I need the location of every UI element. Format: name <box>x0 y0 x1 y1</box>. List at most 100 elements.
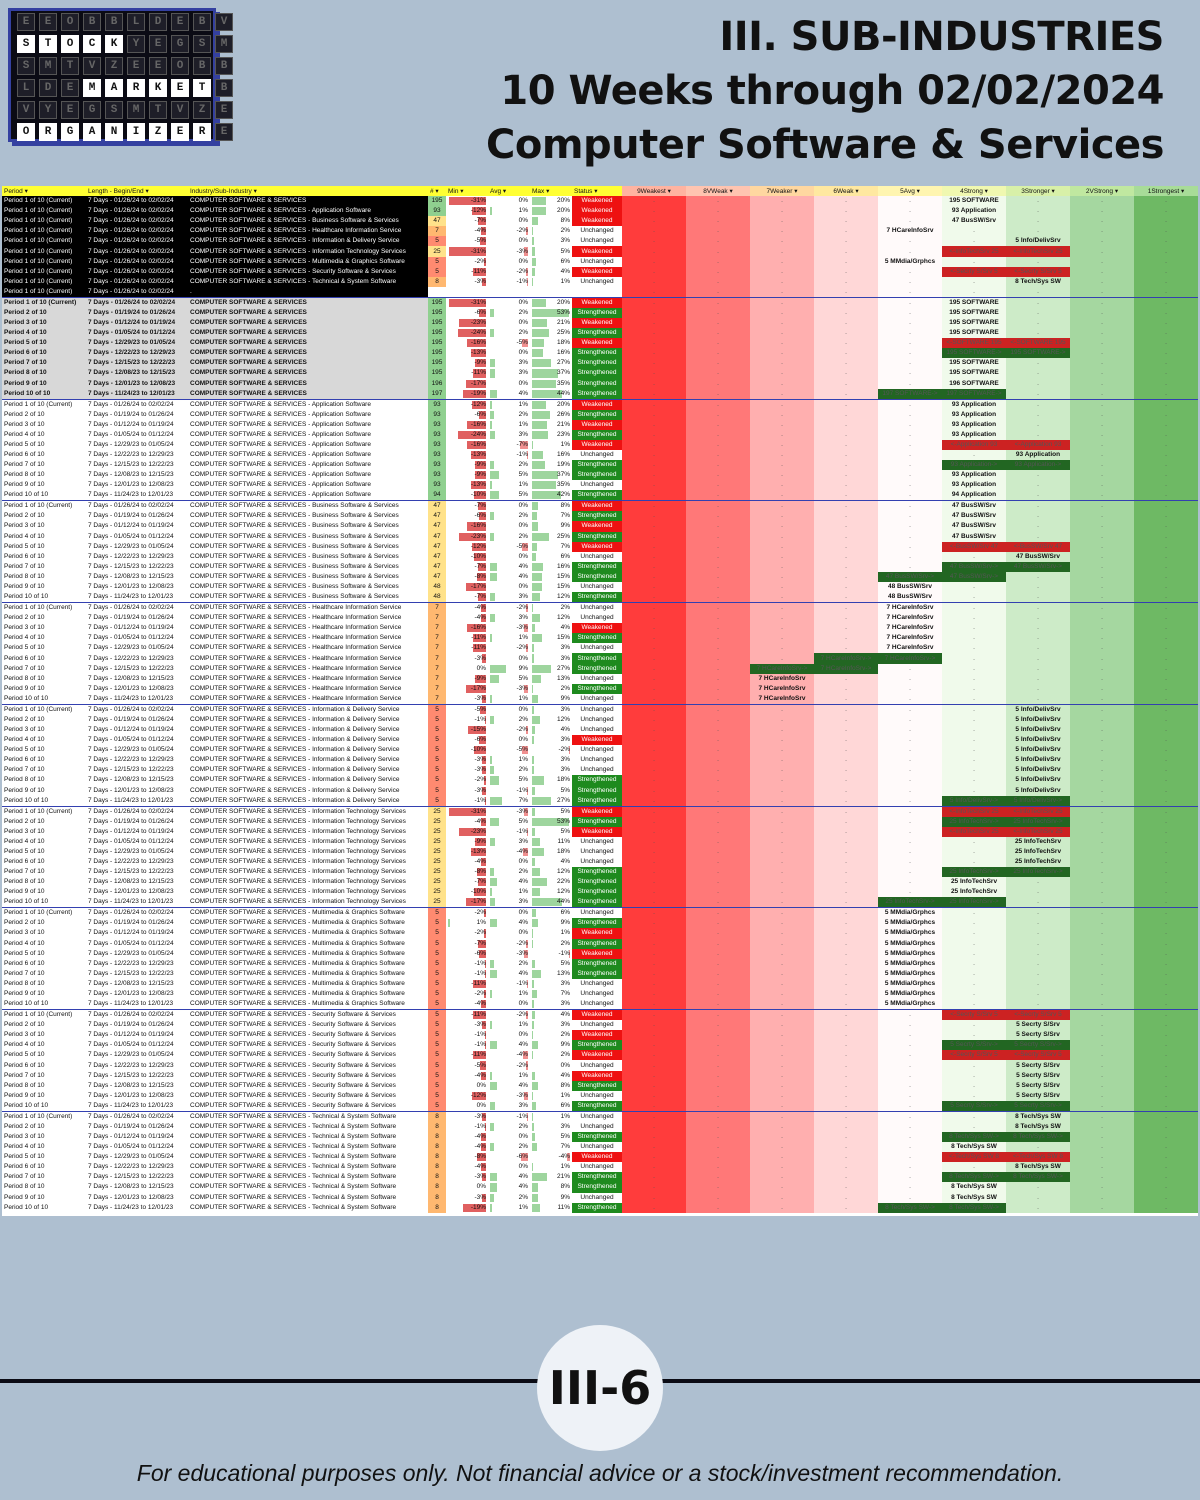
value-bar <box>532 247 536 256</box>
min-cell: -17% <box>446 582 488 592</box>
industry-cell: COMPUTER SOFTWARE & SERVICES - Business … <box>190 593 399 601</box>
strength-level-6: . <box>814 439 878 450</box>
table-row: Period 6 of 10 7 Days - 12/22/23 to 12/29… <box>2 755 1198 766</box>
strength-level-8: . <box>686 735 750 746</box>
logo-letter: E <box>215 101 233 119</box>
value-bar <box>484 1122 486 1131</box>
status-badge: Unchanged <box>580 1061 614 1069</box>
length-cell: 7 Days - 01/26/24 to 02/02/24 <box>86 196 188 207</box>
count-cell: 5 <box>428 1040 446 1051</box>
value-bar <box>467 624 486 633</box>
count-cell: 25 <box>428 826 446 837</box>
avg-cell: -2% <box>488 1009 530 1021</box>
industry-cell: COMPUTER SOFTWARE & SERVICES <box>188 348 428 359</box>
avg-cell: 0% <box>518 1132 528 1140</box>
industry-cell: COMPUTER SOFTWARE & SERVICES - Security … <box>190 1071 396 1079</box>
table-row: Period 1 of 10 (Current) 7 Days - 01/26/2… <box>2 266 1198 277</box>
max-cell: 42% <box>530 490 572 501</box>
column-header[interactable]: 8VWeak ▾ <box>686 186 750 196</box>
value-bar <box>480 1061 486 1070</box>
industry-cell: COMPUTER SOFTWARE & SERVICES - Business … <box>190 542 399 550</box>
avg-cell: -6% <box>516 1153 528 1162</box>
min-cell: -10% <box>470 491 486 500</box>
length-cell: 7 Days - 11/24/23 to 12/01/23 <box>88 491 174 499</box>
column-header[interactable]: Industry/Sub-Industry ▾ <box>188 186 428 196</box>
strength-level-6: . <box>814 999 878 1010</box>
strength-level-2: . <box>1070 368 1134 379</box>
strength-level-1: . <box>1134 938 1198 949</box>
avg-cell: -4% <box>516 1051 528 1060</box>
value-bar <box>490 664 507 673</box>
strength-level-2: . <box>1070 1142 1134 1153</box>
strength-level-1: . <box>1134 724 1198 736</box>
strength-level-7: . <box>750 358 814 369</box>
avg-cell: 4% <box>488 918 530 928</box>
strength-level-6: . <box>814 1192 878 1203</box>
column-header[interactable]: 3Stronger ▾ <box>1006 186 1070 196</box>
industry-cell: COMPUTER SOFTWARE & SERVICES - Multimedi… <box>190 969 405 977</box>
strength-level-4: . <box>942 958 1006 969</box>
column-header[interactable]: Length - Begin/End ▾ <box>86 186 188 196</box>
value-bar <box>490 959 494 968</box>
strength-level-7: . <box>750 470 814 481</box>
industry-cell: COMPUTER SOFTWARE & SERVICES - Multimedi… <box>190 979 405 987</box>
column-header[interactable]: 9Weakest ▾ <box>622 186 686 196</box>
min-cell: -13% <box>470 450 486 460</box>
industry-cell: COMPUTER SOFTWARE & SERVICES - Healthcar… <box>190 644 402 652</box>
strength-level-1: . <box>1134 856 1198 868</box>
strength-level-2: . <box>1070 358 1134 369</box>
column-header[interactable]: 1Strongest ▾ <box>1134 186 1198 196</box>
avg-cell <box>488 287 530 298</box>
strength-level-6: . <box>814 1172 878 1183</box>
strength-level-4: 93 Application <box>942 480 1006 491</box>
column-header[interactable]: Period ▾ <box>2 186 86 196</box>
table-row: Period 10 of 10 7 Days - 11/24/23 to 12/0… <box>2 693 1198 705</box>
strength-level-8: . <box>686 1121 750 1132</box>
value-bar <box>482 786 486 795</box>
count-cell: 93 <box>428 449 446 461</box>
period-cell: Period 3 of 10 <box>4 1031 45 1039</box>
length-cell: 7 Days - 01/19/24 to 01/26/24 <box>88 919 174 927</box>
strength-level-7: . <box>750 785 814 796</box>
strength-level-9: . <box>622 216 686 227</box>
min-cell: -15% <box>446 725 488 735</box>
column-header[interactable]: 5Avg ▾ <box>878 186 942 196</box>
column-header[interactable]: 6Weak ▾ <box>814 186 878 196</box>
length-cell: 7 Days - 12/29/23 to 01/05/24 <box>88 1153 174 1161</box>
industry-cell: COMPUTER SOFTWARE & SERVICES - Security … <box>190 1051 396 1059</box>
status-badge: Weakened <box>572 246 622 257</box>
strength-level-4: . <box>942 735 1006 746</box>
strength-level-5: . <box>878 1182 942 1193</box>
avg-cell: 1% <box>488 480 530 490</box>
avg-cell: 9% <box>488 664 530 674</box>
table-row: Period 4 of 10 7 Days - 01/05/24 to 01/12… <box>2 1142 1198 1153</box>
strength-level-3: . <box>1006 531 1070 542</box>
strength-level-1: . <box>1134 429 1198 440</box>
value-bar <box>532 1051 534 1060</box>
table-row: Period 9 of 10 7 Days - 12/01/23 to 12/08… <box>2 1090 1198 1101</box>
value-bar <box>481 857 486 867</box>
period-cell: Period 5 of 10 <box>4 847 45 855</box>
column-header[interactable]: Max ▾ <box>530 186 572 196</box>
strength-level-4: . <box>942 663 1006 674</box>
strength-level-3: . <box>1006 683 1070 694</box>
column-header[interactable]: 4Strong ▾ <box>942 186 1006 196</box>
value-bar <box>490 1183 498 1192</box>
column-header[interactable]: # ▾ <box>428 186 446 196</box>
status-badge: Weakened <box>572 1070 622 1081</box>
column-header[interactable]: 7Weaker ▾ <box>750 186 814 196</box>
column-header[interactable]: Avg ▾ <box>488 186 530 196</box>
strength-level-1: . <box>1134 877 1198 888</box>
column-header[interactable]: Min ▾ <box>446 186 488 196</box>
strength-level-4: . <box>942 907 1006 919</box>
strength-level-5: . <box>878 470 942 481</box>
column-header[interactable]: Status ▾ <box>572 186 622 196</box>
min-cell: -13% <box>470 847 486 856</box>
strength-level-5: . <box>878 735 942 746</box>
strength-level-8: . <box>686 276 750 287</box>
column-header[interactable]: 2VStrong ▾ <box>1070 186 1134 196</box>
industry-cell: COMPUTER SOFTWARE & SERVICES - Informati… <box>188 805 428 817</box>
strength-level-8: . <box>686 429 750 440</box>
strength-level-8: . <box>686 877 750 888</box>
strength-level-4: . <box>942 226 1006 237</box>
